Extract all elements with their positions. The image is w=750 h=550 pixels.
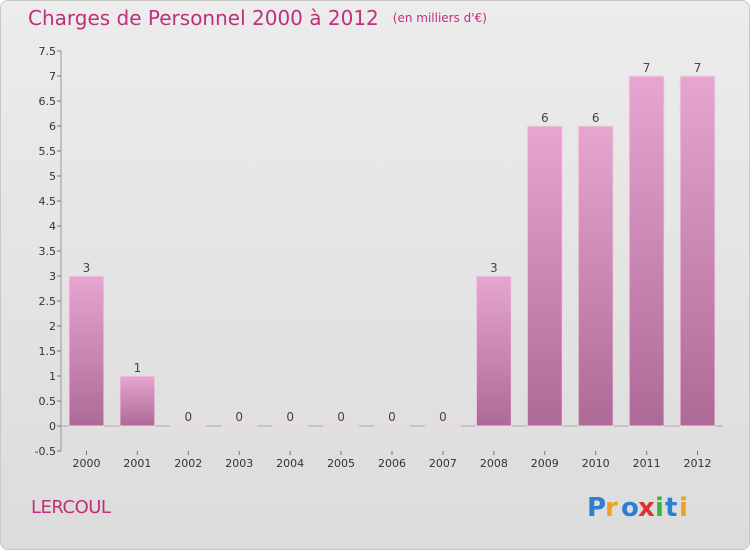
data-label: 0 bbox=[388, 410, 396, 424]
data-label: 0 bbox=[184, 410, 192, 424]
y-tick-label: 3.5 bbox=[39, 245, 57, 258]
x-tick-label: 2008 bbox=[480, 457, 508, 470]
y-tick-label: 2 bbox=[49, 320, 56, 333]
chart-labels: 2000 3 2001 1 2002 0 2003 0 2004 0 2005 0 2006 0 2007 0… bbox=[72, 61, 711, 470]
chart-title-text: Charges de Personnel 2000 à 2012 bbox=[28, 6, 379, 30]
svg-text:i: i bbox=[679, 493, 688, 523]
data-label: 0 bbox=[235, 410, 243, 424]
bar-2004 bbox=[272, 424, 309, 427]
x-tick-label: 2001 bbox=[123, 457, 151, 470]
data-label: 1 bbox=[134, 361, 142, 375]
chart-title: Charges de Personnel 2000 à 2012 (en mill… bbox=[28, 6, 487, 30]
data-label: 7 bbox=[694, 61, 702, 75]
y-tick-label: 7 bbox=[49, 70, 56, 83]
chart-unit: (en milliers d'€) bbox=[392, 11, 487, 25]
y-tick-label: 5.5 bbox=[39, 145, 57, 158]
bar-2000 bbox=[68, 275, 105, 427]
data-label: 6 bbox=[541, 111, 549, 125]
x-tick-label: 2007 bbox=[429, 457, 457, 470]
commune-name: LERCOUL bbox=[31, 497, 111, 518]
y-tick-label: 3 bbox=[49, 270, 56, 283]
data-label: 3 bbox=[83, 261, 91, 275]
bar-2010 bbox=[577, 125, 614, 427]
y-tick-label: 4.5 bbox=[39, 195, 57, 208]
x-tick-label: 2006 bbox=[378, 457, 406, 470]
bar-2002 bbox=[170, 424, 207, 427]
y-tick-label: 7.5 bbox=[39, 45, 57, 58]
proxiti-logo: P r o x i t i bbox=[587, 493, 688, 523]
x-tick-label: 2003 bbox=[225, 457, 253, 470]
y-tick-label: 6 bbox=[49, 120, 56, 133]
y-tick-label: 6.5 bbox=[39, 95, 57, 108]
bar-2006 bbox=[374, 424, 410, 427]
bar-2007 bbox=[424, 424, 461, 427]
bar-2005 bbox=[323, 424, 360, 427]
svg-text:x: x bbox=[638, 493, 655, 523]
bar-2009 bbox=[526, 125, 563, 427]
svg-text:r: r bbox=[605, 493, 618, 523]
x-tick-label: 2011 bbox=[633, 457, 661, 470]
y-tick-label: 5 bbox=[49, 170, 56, 183]
y-tick-label: 0.5 bbox=[39, 395, 57, 408]
bar-2011 bbox=[628, 75, 665, 427]
data-label: 0 bbox=[337, 410, 345, 424]
bar-2001 bbox=[119, 375, 156, 427]
y-tick-label: 0 bbox=[49, 420, 56, 433]
x-tick-label: 2004 bbox=[276, 457, 304, 470]
x-tick-label: 2005 bbox=[327, 457, 355, 470]
y-tick-label: 1.5 bbox=[39, 345, 57, 358]
data-label: 0 bbox=[286, 410, 294, 424]
x-tick-label: 2002 bbox=[174, 457, 202, 470]
y-tick-label: -0.5 bbox=[35, 445, 56, 458]
y-tick-label: 1 bbox=[49, 370, 56, 383]
svg-text:P: P bbox=[587, 493, 606, 523]
y-tick-label: 2.5 bbox=[39, 295, 57, 308]
data-label: 7 bbox=[643, 61, 651, 75]
data-label: 6 bbox=[592, 111, 600, 125]
bar-2012 bbox=[679, 75, 716, 427]
svg-text:o: o bbox=[621, 493, 639, 523]
bar-2008 bbox=[475, 275, 512, 427]
svg-text:t: t bbox=[665, 493, 677, 523]
data-label: 0 bbox=[439, 410, 447, 424]
svg-text:i: i bbox=[655, 493, 664, 523]
x-tick-label: 2009 bbox=[531, 457, 559, 470]
data-label: 3 bbox=[490, 261, 498, 275]
bar-2003 bbox=[221, 424, 258, 427]
y-tick-label: 4 bbox=[49, 220, 56, 233]
chart-bars bbox=[68, 75, 716, 427]
x-tick-label: 2012 bbox=[684, 457, 712, 470]
x-tick-label: 2010 bbox=[582, 457, 610, 470]
x-tick-label: 2000 bbox=[72, 457, 100, 470]
